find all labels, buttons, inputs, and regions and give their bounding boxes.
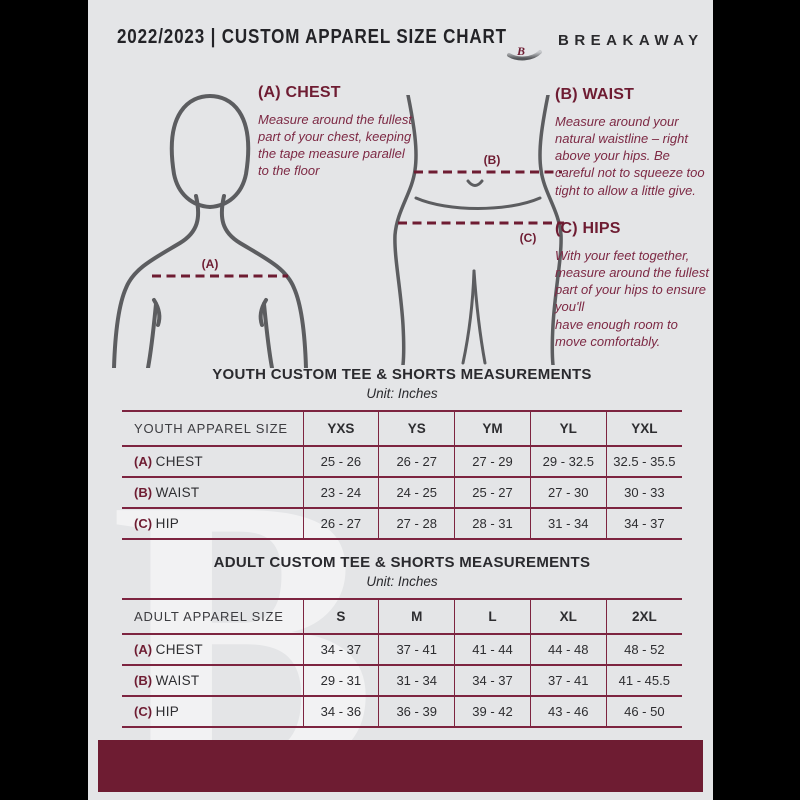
chest-guide: (A) CHEST Measure around the fullest par…: [258, 84, 418, 180]
row-prefix: (C): [134, 516, 153, 531]
adult-header-row: ADULT APPAREL SIZE S M L XL 2XL: [122, 599, 682, 634]
size-cell: 32.5 - 35.5: [605, 446, 682, 477]
row-label: HIP: [155, 516, 180, 531]
size-cell: 34 - 36: [302, 696, 379, 727]
row-prefix: (A): [134, 454, 153, 469]
size-cell: 41 - 44: [454, 634, 531, 665]
size-cell: 25 - 27: [454, 477, 531, 508]
row-prefix: (A): [134, 642, 153, 657]
adult-table-title: ADULT CUSTOM TEE & SHORTS MEASUREMENTS: [213, 554, 591, 571]
measure-label-cell: (C) HIP: [122, 696, 303, 727]
row-label: WAIST: [155, 673, 200, 688]
size-header: 2XL: [605, 599, 682, 634]
right-black-band: [713, 0, 800, 800]
brand-name: BREAKAWAY: [558, 32, 704, 49]
size-cell: 27 - 28: [378, 508, 455, 539]
row-label: CHEST: [155, 642, 203, 657]
size-cell: 27 - 29: [454, 446, 531, 477]
size-cell: 46 - 50: [605, 696, 682, 727]
youth-table-unit: Unit: Inches: [366, 386, 438, 401]
waist-line-label: (B): [484, 153, 501, 167]
waist-guide: (B) WAIST Measure around your natural wa…: [555, 86, 707, 199]
measure-label-cell: (A) CHEST: [122, 446, 303, 477]
size-cell: 37 - 41: [378, 634, 455, 665]
adult-table-section: ADULT CUSTOM TEE & SHORTS MEASUREMENTS U…: [122, 554, 682, 728]
size-cell: 30 - 33: [605, 477, 682, 508]
size-header: YXL: [605, 411, 682, 446]
youth-size-column-header: YOUTH APPAREL SIZE: [134, 421, 288, 436]
size-cell: 24 - 25: [378, 477, 455, 508]
youth-size-table: YOUTH APPAREL SIZE YXS YS YM YL YXL (A) …: [122, 410, 682, 540]
size-header: YXS: [302, 411, 379, 446]
size-cell: 41 - 45.5: [605, 665, 682, 696]
measure-label-cell: (A) CHEST: [122, 634, 303, 665]
size-header: S: [302, 599, 379, 634]
size-cell: 37 - 41: [529, 665, 607, 696]
table-row: (A) CHEST 34 - 37 37 - 41 41 - 44 44 - 4…: [122, 634, 682, 665]
waist-guide-heading: (B) WAIST: [555, 86, 635, 103]
size-cell: 26 - 27: [302, 508, 379, 539]
size-cell: 26 - 27: [378, 446, 455, 477]
chest-measure-figure: (A): [112, 93, 308, 368]
size-cell: 43 - 46: [529, 696, 607, 727]
table-row: (B) WAIST 29 - 31 31 - 34 34 - 37 37 - 4…: [122, 665, 682, 696]
hips-guide-heading: (C) HIPS: [555, 220, 621, 237]
chest-line-label: (A): [202, 257, 219, 271]
table-row: (A) CHEST 25 - 26 26 - 27 27 - 29 29 - 3…: [122, 446, 682, 477]
table-row: (C) HIP 26 - 27 27 - 28 28 - 31 31 - 34 …: [122, 508, 682, 539]
adult-size-column-header: ADULT APPAREL SIZE: [134, 609, 284, 624]
measure-label-cell: (B) WAIST: [122, 665, 303, 696]
adult-table-unit: Unit: Inches: [366, 574, 438, 589]
size-cell: 23 - 24: [302, 477, 379, 508]
table-row: (B) WAIST 23 - 24 24 - 25 25 - 27 27 - 3…: [122, 477, 682, 508]
row-label: CHEST: [155, 454, 203, 469]
table-row: (C) HIP 34 - 36 36 - 39 39 - 42 43 - 46 …: [122, 696, 682, 727]
waist-guide-text: Measure around your natural waistline – …: [555, 114, 705, 198]
size-cell: 25 - 26: [302, 446, 379, 477]
size-header: YS: [378, 411, 455, 446]
breakaway-logo-icon: B: [507, 27, 542, 61]
svg-text:B: B: [516, 44, 525, 58]
chest-guide-text: Measure around the fullest part of your …: [258, 112, 412, 179]
size-header: XL: [529, 599, 607, 634]
size-cell: 27 - 30: [529, 477, 607, 508]
measure-label-cell: (C) HIP: [122, 508, 303, 539]
hips-guide-text: With your feet together, measure around …: [555, 248, 709, 349]
size-header: YM: [454, 411, 531, 446]
size-cell: 36 - 39: [378, 696, 455, 727]
size-cell: 31 - 34: [378, 665, 455, 696]
row-prefix: (B): [134, 485, 153, 500]
size-cell: 29 - 32.5: [529, 446, 607, 477]
row-label: WAIST: [155, 485, 200, 500]
size-cell: 28 - 31: [454, 508, 531, 539]
waist-hip-measure-figure: (B) (C): [393, 95, 564, 365]
chest-guide-heading: (A) CHEST: [258, 84, 341, 101]
hips-guide: (C) HIPS With your feet together, measur…: [555, 220, 713, 350]
youth-table-section: YOUTH CUSTOM TEE & SHORTS MEASUREMENTS U…: [122, 366, 682, 540]
measure-label-cell: (B) WAIST: [122, 477, 303, 508]
size-cell: 39 - 42: [454, 696, 531, 727]
page-title: 2022/2023 | CUSTOM APPAREL SIZE CHART: [117, 26, 507, 48]
row-label: HIP: [155, 704, 180, 719]
size-cell: 44 - 48: [529, 634, 607, 665]
size-header: M: [378, 599, 455, 634]
adult-size-table: ADULT APPAREL SIZE S M L XL 2XL (A) CHES…: [122, 598, 682, 728]
left-black-band: [0, 0, 88, 800]
row-prefix: (B): [134, 673, 153, 688]
youth-table-title: YOUTH CUSTOM TEE & SHORTS MEASUREMENTS: [212, 366, 592, 383]
youth-header-row: YOUTH APPAREL SIZE YXS YS YM YL YXL: [122, 411, 682, 446]
size-chart-page: B 2022/2023 | CUSTOM APPAREL SIZE CHART …: [88, 0, 713, 800]
size-cell: 48 - 52: [605, 634, 682, 665]
size-cell: 34 - 37: [302, 634, 379, 665]
size-cell: 34 - 37: [454, 665, 531, 696]
size-cell: 34 - 37: [605, 508, 682, 539]
size-header: L: [454, 599, 531, 634]
size-header: YL: [529, 411, 607, 446]
size-cell: 31 - 34: [529, 508, 607, 539]
footer-bar: [98, 740, 703, 792]
row-prefix: (C): [134, 704, 153, 719]
hip-line-label: (C): [520, 231, 537, 245]
size-cell: 29 - 31: [302, 665, 379, 696]
